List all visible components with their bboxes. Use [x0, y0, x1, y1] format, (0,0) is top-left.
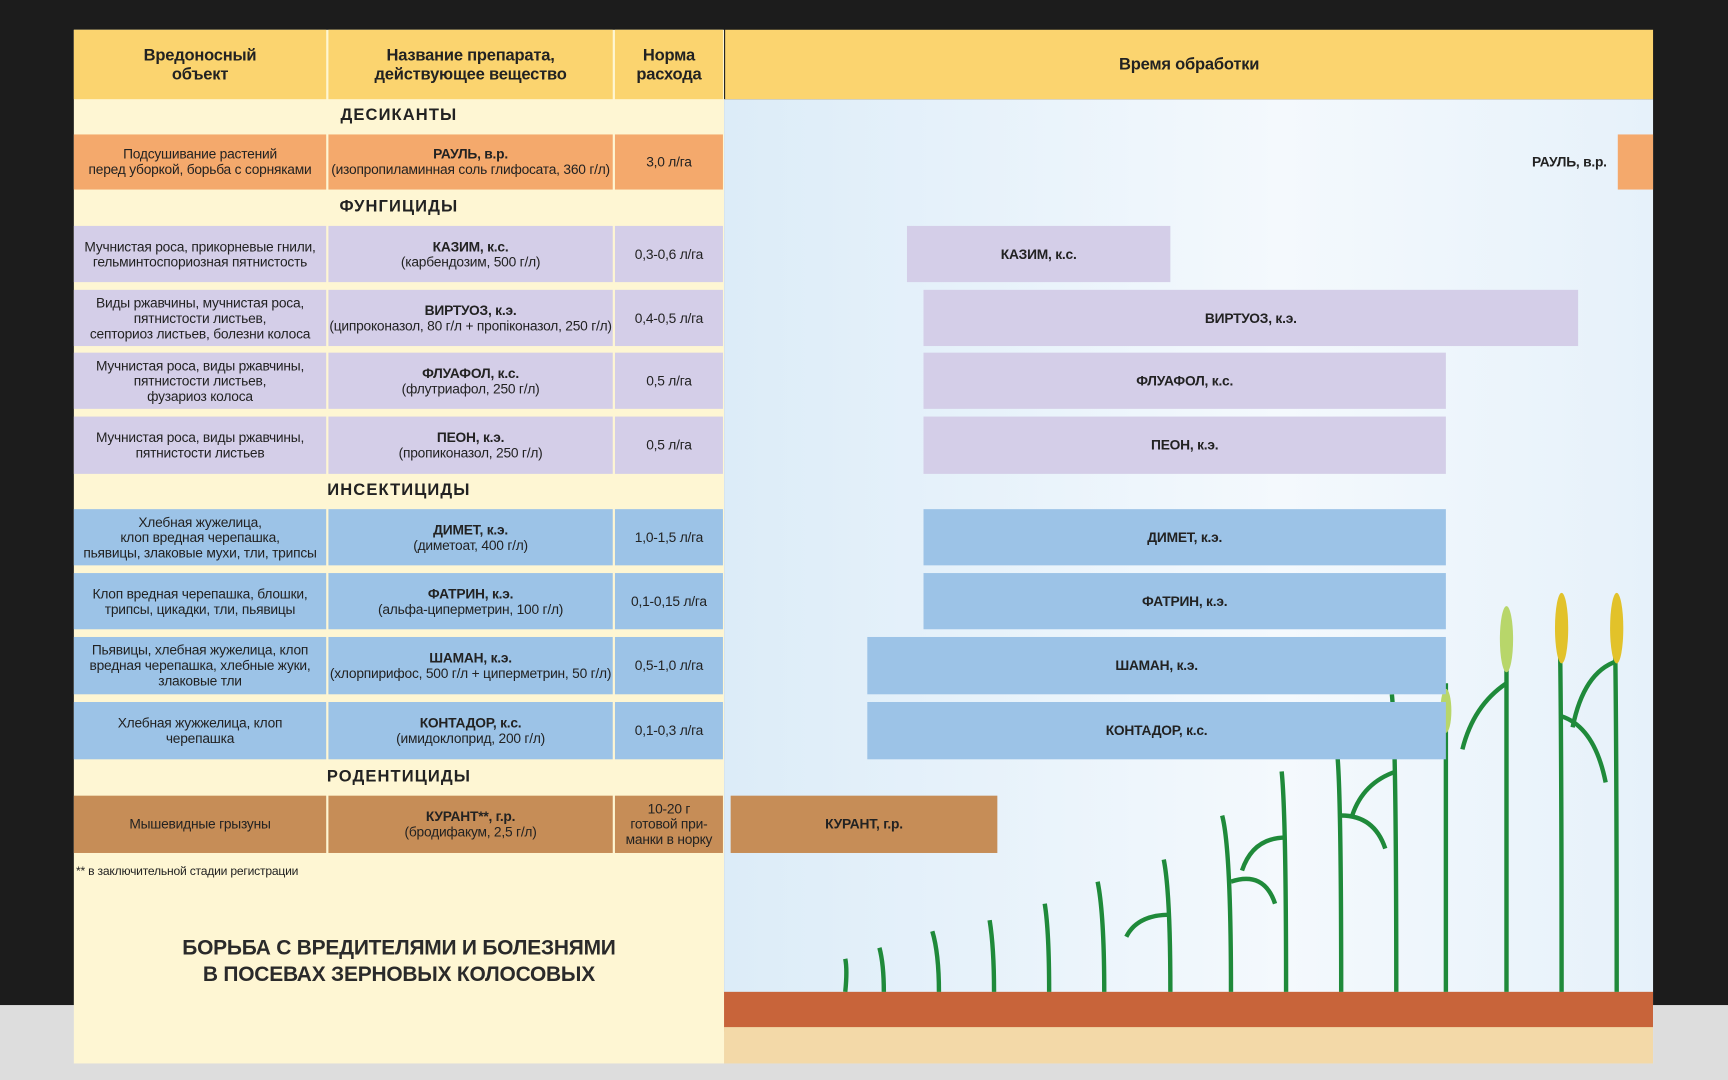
product-cell: РАУЛЬ, в.р. (изопропиламинная соль глифос… — [328, 134, 613, 190]
active-substance: (хлорпирифос, 500 г/л + циперметрин, 50 … — [329, 665, 612, 682]
rate-cell: 10-20 г готовой при- манки в норку — [614, 795, 723, 853]
wheat-illustration — [724, 592, 1654, 1064]
product-name: ВИРТУОЗ, к.э. — [424, 302, 517, 318]
pest-cell: Мучнистая роса, прикорневые гнили, гельм… — [73, 225, 327, 283]
pest-cell: Мучнистая роса, виды ржавчины, пятнистос… — [73, 416, 327, 474]
product-name: КАЗИМ, к.с. — [432, 238, 509, 255]
rate-cell: 0,5 л/га — [614, 416, 723, 474]
section-title: ДЕСИКАНТЫ — [340, 105, 458, 125]
pest-cell: Хлебная жужелица, клоп вредная черепашка… — [73, 509, 327, 566]
product-cell: ШАМАН, к.э. (хлорпирифос, 500 г/л + ципер… — [328, 636, 613, 695]
pest-cell: Хлебная жужжелица, клоп черепашка — [73, 701, 327, 760]
document-title: БОРЬБА С ВРЕДИТЕЛЯМИ И БОЛЕЗНЯМИ В ПОСЕВ… — [182, 936, 616, 986]
header-cell: Вредоносный объект — [73, 29, 327, 100]
active-substance: (имидоклоприд, 200 г/л) — [396, 730, 546, 747]
active-substance: (альфа-циперметрин, 100 г/л) — [377, 601, 564, 617]
rate-cell: 0,1-0,15 л/га — [614, 573, 723, 630]
treatment-bar: ПЕОН, к.э. — [923, 416, 1446, 474]
product-cell: КУРАНТ**, г.р. (бродифакум, 2,5 г/л) — [328, 795, 613, 853]
pest-cell: Мышевидные грызуны — [73, 795, 327, 853]
rate-cell: 0,5 л/га — [614, 352, 723, 409]
pest-cell: Клоп вредная черепашка, блошки, трипсы, … — [73, 573, 327, 630]
section-title: ИНСЕКТИЦИДЫ — [327, 480, 471, 500]
active-substance: (бродифакум, 2,5 г/л) — [404, 824, 537, 840]
header-cell: Название препарата, действующее вещество — [328, 29, 613, 100]
rate-cell: 1,0-1,5 л/га — [614, 509, 723, 566]
product-name: ДИМЕТ, к.э. — [433, 521, 508, 538]
product-cell: КАЗИМ, к.с. (карбендозим, 500 г/л) — [328, 225, 613, 283]
treatment-bar: ФЛУАФОЛ, к.с. — [923, 352, 1446, 409]
treatment-bar — [1617, 134, 1654, 190]
product-name: ШАМАН, к.э. — [429, 650, 512, 666]
rate-cell: 0,4-0,5 л/га — [614, 289, 723, 347]
product-cell: ВИРТУОЗ, к.э. (ципроконазол, 80 г/л + про… — [328, 289, 613, 347]
pest-cell: Подсушивание растений перед уборкой, бор… — [73, 134, 327, 190]
active-substance: (флутриафол, 250 г/л) — [401, 380, 540, 397]
active-substance: (ципроконазол, 80 г/л + пропіконазол, 25… — [329, 317, 612, 334]
active-substance: (пропиконазол, 250 г/л) — [398, 445, 543, 461]
product-cell: ПЕОН, к.э. (пропиконазол, 250 г/л) — [328, 416, 613, 474]
product-name: ПЕОН, к.э. — [436, 429, 505, 446]
footnote: ** в заключительной стадии регистрации — [76, 865, 299, 879]
product-cell: КОНТАДОР, к.с. (имидоклоприд, 200 г/л) — [328, 701, 613, 760]
product-name: ФАТРИН, к.э. — [427, 585, 514, 602]
section-title: ФУНГИЦИДЫ — [339, 197, 459, 216]
pest-cell: Пьявицы, хлебная жужелица, клоп вредная … — [73, 636, 327, 695]
section-title: РОДЕНТИЦИДЫ — [326, 767, 472, 786]
product-cell: ФАТРИН, к.э. (альфа-циперметрин, 100 г/л) — [328, 573, 613, 630]
pest-cell: Виды ржавчины, мучнистая роса, пятнистос… — [73, 289, 327, 347]
treatment-bar: КУРАНТ, г.р. — [730, 795, 998, 853]
rate-cell: 0,1-0,3 л/га — [614, 701, 723, 760]
treatment-bar: ШАМАН, к.э. — [867, 636, 1446, 695]
header-cell: Норма расхода — [614, 29, 723, 100]
rate-cell: 3,0 л/га — [614, 134, 723, 190]
product-cell: ФЛУАФОЛ, к.с. (флутриафол, 250 г/л) — [328, 352, 613, 409]
product-cell: ДИМЕТ, к.э. (диметоат, 400 г/л) — [328, 509, 613, 566]
product-name: КОНТАДОР, к.с. — [419, 715, 522, 731]
active-substance: (карбендозим, 500 г/л) — [400, 254, 541, 270]
treatment-bar: КОНТАДОР, к.с. — [867, 701, 1446, 760]
treatment-bar: ДИМЕТ, к.э. — [923, 509, 1446, 566]
header-cell: Время обработки — [725, 29, 1654, 100]
rate-cell: 0,3-0,6 л/га — [614, 225, 723, 283]
treatment-bar: КАЗИМ, к.с. — [906, 225, 1171, 283]
treatment-bar: ВИРТУОЗ, к.э. — [923, 289, 1579, 347]
treatment-bar: ФАТРИН, к.э. — [923, 573, 1446, 630]
rate-cell: 0,5-1,0 л/га — [614, 636, 723, 695]
pest-cell: Мучнистая роса, виды ржавчины, пятнистос… — [73, 352, 327, 409]
active-substance: (диметоат, 400 г/л) — [413, 537, 528, 553]
product-name: ФЛУАФОЛ, к.с. — [422, 365, 519, 381]
product-name: КУРАНТ**, г.р. — [425, 808, 516, 825]
active-substance: (изопропиламинная соль глифосата, 360 г/… — [331, 161, 610, 178]
product-name: РАУЛЬ, в.р. — [433, 146, 508, 162]
treatment-label: РАУЛЬ, в.р. — [1531, 154, 1607, 170]
